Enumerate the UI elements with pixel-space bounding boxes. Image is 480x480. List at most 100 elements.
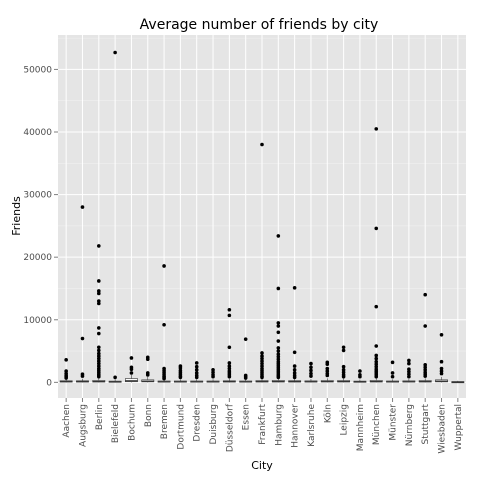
outlier-point — [97, 331, 101, 336]
x-tick-label: Bielefeld — [111, 404, 121, 443]
outlier-point — [423, 365, 428, 370]
y-axis-title: Friends — [10, 196, 23, 236]
outlier-point — [227, 366, 232, 371]
y-tick-label: 40000 — [23, 128, 52, 138]
outlier-point — [276, 375, 281, 380]
outlier-point — [374, 359, 379, 364]
outlier-point — [439, 359, 444, 364]
outlier-point — [439, 332, 444, 337]
box-hannover — [288, 286, 302, 383]
outlier-point — [260, 359, 264, 363]
outlier-point — [341, 348, 346, 353]
outlier-point — [374, 374, 379, 379]
outlier-point — [129, 371, 134, 375]
x-axis-title: City — [251, 459, 273, 472]
chart-title: Average number of friends by city — [140, 17, 379, 33]
outlier-point — [80, 336, 85, 341]
outlier-point — [276, 286, 281, 291]
outlier-point — [276, 354, 281, 359]
outlier-point — [243, 376, 248, 380]
outlier-point — [97, 299, 101, 303]
outlier-point — [162, 376, 166, 381]
y-tick-label: 10000 — [23, 316, 52, 326]
box-hamburg — [271, 234, 285, 383]
outlier-point — [211, 368, 215, 372]
x-axis: Aachen Augsburg Berlin Bielefeld Bochum Bonn B… — [62, 398, 464, 454]
y-tick-label: 20000 — [23, 253, 52, 263]
x-tick-label: Münster — [389, 404, 399, 441]
outlier-point — [227, 345, 232, 350]
x-tick-label: Dortmund — [176, 404, 186, 450]
outlier-point — [211, 370, 215, 375]
outlier-point — [390, 360, 395, 365]
box-dortmund — [173, 364, 187, 383]
outlier-point — [309, 374, 313, 378]
outlier-point — [145, 357, 150, 361]
box-aachen — [59, 358, 73, 383]
outlier-point — [276, 339, 281, 343]
outlier-point — [97, 364, 101, 368]
x-tick-label: Bochum — [127, 404, 137, 441]
box-münchen — [369, 127, 383, 383]
x-tick-label: München — [372, 404, 382, 445]
box-wiesbaden — [435, 332, 448, 383]
outlier-point — [423, 368, 428, 372]
outlier-point — [194, 371, 199, 375]
outlier-point — [260, 375, 264, 380]
outlier-point — [113, 375, 117, 380]
x-tick-label: Düsseldorf — [225, 403, 235, 452]
x-tick-label: Hamburg — [274, 404, 284, 446]
box-layer — [59, 50, 465, 384]
x-tick-label: Aachen — [62, 404, 72, 438]
box-stuttgart — [418, 292, 432, 383]
outlier-point — [97, 374, 101, 379]
outlier-point — [97, 345, 101, 350]
outlier-point — [64, 358, 68, 362]
box-duisburg — [206, 368, 220, 383]
outlier-point — [97, 289, 101, 293]
outlier-point — [97, 359, 101, 363]
x-tick-label: Bonn — [144, 404, 154, 427]
outlier-point — [423, 324, 428, 328]
outlier-point — [211, 374, 215, 379]
outlier-point — [439, 369, 444, 373]
outlier-point — [260, 142, 264, 147]
outlier-point — [423, 363, 428, 367]
outlier-point — [64, 369, 68, 373]
outlier-point — [276, 324, 281, 328]
box-karlsruhe — [304, 361, 318, 383]
outlier-point — [309, 361, 313, 366]
outlier-point — [97, 279, 101, 283]
outlier-point — [227, 361, 232, 365]
x-tick-label: Augsburg — [78, 404, 88, 447]
outlier-point — [129, 356, 134, 360]
x-tick-label: Hannover — [291, 404, 301, 448]
outlier-point — [276, 349, 281, 353]
outlier-point — [423, 374, 428, 378]
x-tick-label: Wuppertal — [454, 404, 464, 451]
outlier-point — [80, 205, 85, 209]
outlier-point — [341, 374, 346, 379]
outlier-point — [439, 366, 444, 371]
outlier-point — [276, 330, 281, 335]
outlier-point — [358, 374, 362, 379]
outlier-point — [341, 345, 346, 350]
box-bonn — [141, 355, 155, 383]
grid-layer — [58, 35, 466, 398]
outlier-point — [80, 374, 85, 378]
outlier-point — [145, 373, 150, 377]
box-düsseldorf — [222, 307, 236, 383]
outlier-point — [374, 356, 379, 361]
x-tick-label: Stuttgart — [421, 404, 431, 445]
x-tick-label: Berlin — [95, 404, 105, 430]
outlier-point — [64, 376, 68, 380]
outlier-point — [374, 127, 379, 131]
outlier-point — [325, 373, 330, 378]
outlier-point — [407, 369, 411, 374]
outlier-point — [341, 370, 346, 375]
outlier-point — [325, 366, 330, 371]
outlier-point — [276, 352, 281, 356]
outlier-point — [276, 357, 281, 361]
box-essen — [239, 337, 253, 383]
